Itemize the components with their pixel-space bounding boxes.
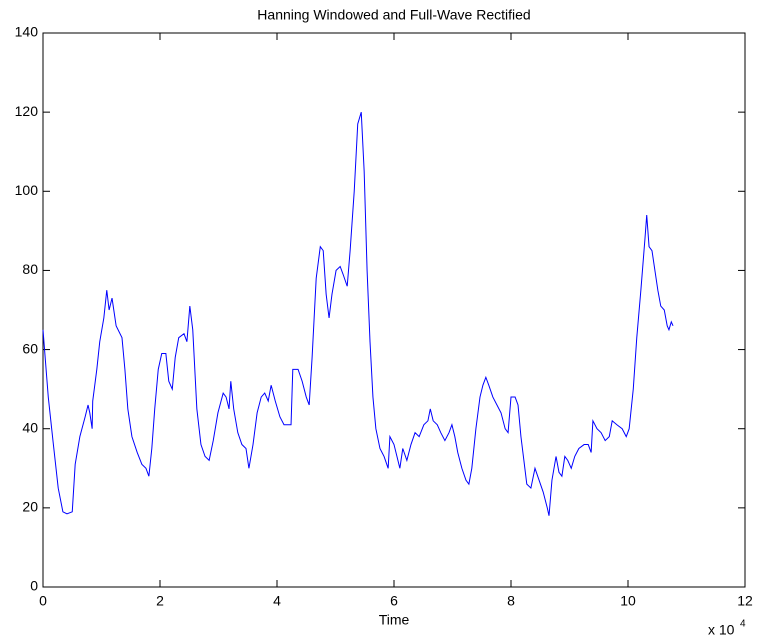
x-tick-label: 6 [390, 593, 398, 609]
x-scale-label: x 10 [708, 622, 735, 638]
y-tick-label: 40 [22, 419, 38, 435]
x-tick-label: 12 [737, 593, 753, 609]
chart-title: Hanning Windowed and Full-Wave Rectified [257, 7, 530, 23]
y-tick-label: 20 [22, 499, 38, 515]
y-tick-label: 80 [22, 261, 38, 277]
x-tick-label: 8 [507, 593, 515, 609]
x-tick-label: 2 [156, 593, 164, 609]
x-scale-exponent: 4 [740, 619, 746, 630]
y-tick-label: 120 [15, 103, 39, 119]
x-tick-label: 0 [39, 593, 47, 609]
y-tick-label: 0 [30, 578, 38, 594]
data-line [42, 111, 674, 516]
plot-frame [42, 32, 746, 588]
y-tick-label: 140 [15, 24, 39, 40]
y-tick-label: 60 [22, 340, 38, 356]
y-tick-label: 100 [15, 182, 39, 198]
x-tick-label: 4 [273, 593, 281, 609]
x-tick-label: 10 [620, 593, 636, 609]
x-axis-label: Time [379, 612, 410, 628]
